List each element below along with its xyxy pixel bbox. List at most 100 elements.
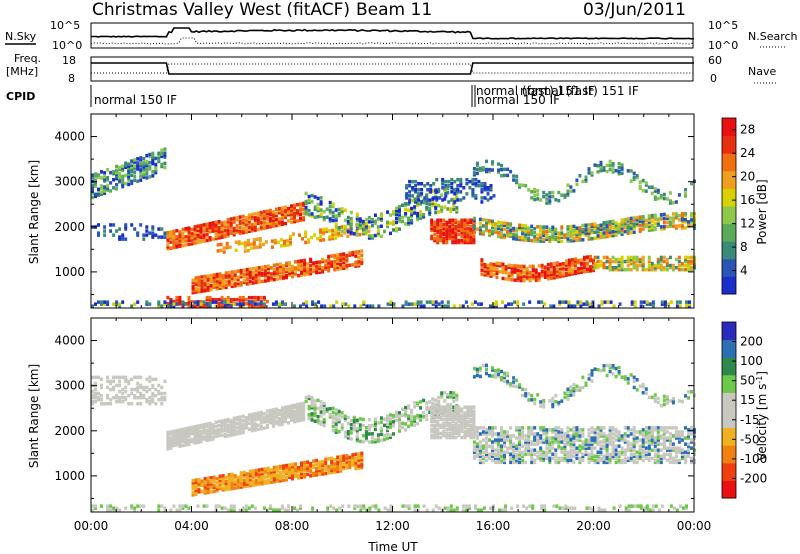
power-cell xyxy=(602,227,606,231)
velocity-cell xyxy=(242,478,246,483)
power-cell xyxy=(256,302,260,306)
power-cell xyxy=(359,304,363,308)
power-cell xyxy=(160,150,164,154)
power-cell xyxy=(434,300,438,304)
power-cell xyxy=(620,255,624,260)
power-cell xyxy=(259,214,263,219)
power-cell xyxy=(653,267,657,272)
power-cell xyxy=(528,276,532,281)
velocity-cell xyxy=(653,428,657,432)
velocity-cell xyxy=(460,417,464,421)
velocity-cell xyxy=(355,434,359,439)
power-cell xyxy=(379,218,383,222)
velocity-cell xyxy=(361,423,365,428)
power-cell xyxy=(259,222,263,227)
power-cell xyxy=(567,270,571,275)
power-cell xyxy=(376,233,380,237)
power-cell xyxy=(486,273,490,278)
velocity-cell xyxy=(425,407,429,412)
power-cell xyxy=(573,261,577,265)
power-cell xyxy=(289,242,292,247)
power-cell xyxy=(448,230,452,235)
velocity-cell xyxy=(139,402,143,406)
power-cell xyxy=(227,272,231,277)
power-cell xyxy=(175,235,179,239)
power-cell xyxy=(599,231,603,236)
velocity-cell xyxy=(608,430,612,434)
power-cell xyxy=(103,233,107,237)
velocity-cell xyxy=(509,442,513,446)
power-cell xyxy=(197,287,201,292)
velocity-cell xyxy=(545,442,549,446)
power-cell xyxy=(245,270,249,274)
power-cell xyxy=(199,227,203,232)
velocity-cell xyxy=(218,474,222,478)
power-cell xyxy=(127,178,131,183)
velocity-cell xyxy=(148,399,152,404)
velocity-cell xyxy=(590,426,594,430)
velocity-cell xyxy=(436,405,440,409)
velocity-cell xyxy=(282,470,285,474)
power-cell xyxy=(641,255,645,260)
power-cell xyxy=(304,230,308,234)
power-cell xyxy=(238,231,242,236)
power-cell xyxy=(590,171,594,175)
power-cell xyxy=(193,304,197,308)
power-cell xyxy=(91,183,94,187)
power-cell xyxy=(115,176,119,181)
power-cell xyxy=(557,235,561,240)
velocity-cell xyxy=(611,426,615,430)
velocity-cell xyxy=(572,454,576,458)
power-cell xyxy=(416,300,420,304)
velocity-cell xyxy=(451,431,455,436)
power-cell xyxy=(430,236,434,241)
power-cell xyxy=(485,218,488,223)
power-cell xyxy=(483,186,487,190)
power-cell xyxy=(471,179,475,184)
velocity-cell xyxy=(271,412,275,416)
power-cell xyxy=(218,286,222,290)
power-cell xyxy=(160,304,164,308)
velocity-cell xyxy=(512,458,516,463)
power-cell xyxy=(112,169,116,174)
velocity-cell xyxy=(433,429,437,434)
velocity-cell xyxy=(491,428,494,432)
power-cell xyxy=(659,217,663,221)
velocity-cell xyxy=(324,471,328,476)
power-cell xyxy=(632,263,636,268)
power-cell xyxy=(293,207,296,212)
power-cell xyxy=(313,215,317,219)
velocity-cell xyxy=(302,413,306,418)
velocity-cell xyxy=(215,485,219,489)
velocity-cell xyxy=(584,452,588,456)
power-cell xyxy=(247,229,251,234)
power-cell xyxy=(255,237,259,241)
power-cell xyxy=(472,236,476,241)
power-cell xyxy=(436,226,440,231)
power-cell xyxy=(516,272,520,277)
velocity-cell xyxy=(251,475,255,479)
power-cell xyxy=(665,257,669,262)
power-cell xyxy=(543,302,547,306)
velocity-cell xyxy=(608,456,612,461)
power-cell xyxy=(333,255,337,260)
power-cell xyxy=(315,260,319,265)
power-cell xyxy=(299,204,302,208)
power-cell xyxy=(277,210,281,215)
velocity-cell xyxy=(478,458,482,463)
power-cell xyxy=(226,224,230,228)
velocity-cell xyxy=(354,458,358,463)
velocity-cell xyxy=(351,461,355,465)
power-cell xyxy=(475,163,479,168)
velocity-cell xyxy=(587,438,591,442)
power-cell xyxy=(389,231,392,236)
velocity-cell xyxy=(274,413,278,417)
power-cell xyxy=(528,300,532,304)
velocity-cell xyxy=(367,424,371,428)
power-cell xyxy=(220,304,224,308)
velocity-cell xyxy=(596,458,600,463)
velocity-cell xyxy=(100,383,103,388)
power-cell xyxy=(250,214,254,219)
power-cell xyxy=(497,230,500,235)
power-cell xyxy=(456,198,460,202)
